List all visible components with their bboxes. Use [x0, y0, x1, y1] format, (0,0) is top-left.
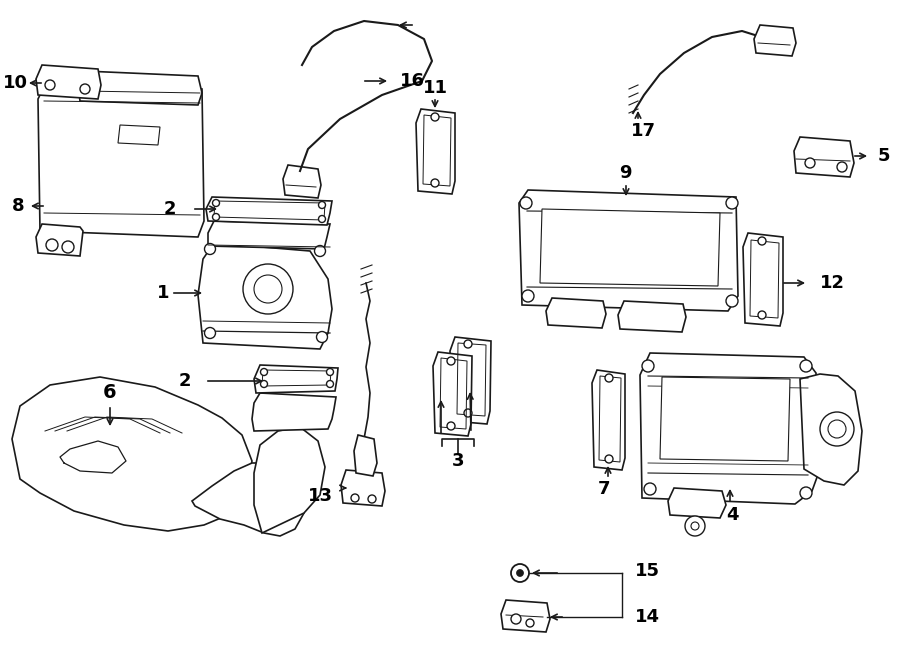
Circle shape	[80, 84, 90, 94]
Polygon shape	[754, 25, 796, 56]
Circle shape	[243, 264, 293, 314]
Polygon shape	[800, 374, 862, 485]
Text: 16: 16	[400, 72, 425, 90]
Polygon shape	[283, 165, 321, 198]
Circle shape	[351, 494, 359, 502]
Text: 3: 3	[452, 452, 464, 470]
Circle shape	[464, 340, 472, 348]
Circle shape	[260, 381, 267, 387]
Text: 1: 1	[157, 284, 169, 302]
Text: 10: 10	[3, 74, 28, 92]
Circle shape	[758, 237, 766, 245]
Polygon shape	[794, 137, 854, 177]
Circle shape	[800, 360, 812, 372]
Circle shape	[204, 327, 215, 338]
Circle shape	[319, 215, 326, 223]
Polygon shape	[592, 370, 625, 470]
Circle shape	[644, 483, 656, 495]
Circle shape	[327, 368, 334, 375]
Circle shape	[517, 570, 524, 576]
Circle shape	[511, 614, 521, 624]
Circle shape	[319, 202, 326, 208]
Circle shape	[691, 522, 699, 530]
Polygon shape	[192, 463, 304, 536]
Polygon shape	[38, 83, 204, 237]
Polygon shape	[118, 125, 160, 145]
Polygon shape	[341, 470, 385, 506]
Polygon shape	[254, 427, 325, 533]
Polygon shape	[12, 377, 252, 531]
Polygon shape	[546, 298, 606, 328]
Polygon shape	[36, 65, 101, 99]
Circle shape	[800, 487, 812, 499]
Polygon shape	[743, 233, 783, 326]
Polygon shape	[354, 435, 377, 476]
Text: 13: 13	[308, 487, 332, 505]
Circle shape	[605, 455, 613, 463]
Circle shape	[254, 275, 282, 303]
Circle shape	[820, 412, 854, 446]
Polygon shape	[618, 301, 686, 332]
Circle shape	[642, 360, 654, 372]
Polygon shape	[660, 377, 790, 461]
Circle shape	[447, 422, 455, 430]
Circle shape	[327, 381, 334, 387]
Text: 12: 12	[820, 274, 845, 292]
Polygon shape	[78, 71, 202, 105]
Text: 6: 6	[104, 383, 117, 403]
Polygon shape	[433, 352, 472, 436]
Polygon shape	[254, 365, 338, 393]
Circle shape	[522, 290, 534, 302]
Circle shape	[317, 332, 328, 342]
Circle shape	[837, 162, 847, 172]
Circle shape	[45, 80, 55, 90]
Text: 15: 15	[635, 562, 660, 580]
Circle shape	[204, 243, 215, 254]
Polygon shape	[206, 197, 332, 225]
Polygon shape	[198, 243, 332, 349]
Circle shape	[805, 158, 815, 168]
Circle shape	[726, 295, 738, 307]
Circle shape	[62, 241, 74, 253]
Circle shape	[46, 239, 58, 251]
Text: 17: 17	[631, 122, 655, 140]
Circle shape	[758, 311, 766, 319]
Text: 8: 8	[12, 197, 24, 215]
Circle shape	[464, 409, 472, 417]
Text: 7: 7	[598, 480, 610, 498]
Polygon shape	[416, 109, 455, 194]
Polygon shape	[519, 190, 738, 311]
Circle shape	[368, 495, 376, 503]
Polygon shape	[640, 353, 820, 504]
Polygon shape	[252, 393, 336, 431]
Polygon shape	[450, 337, 491, 424]
Text: 9: 9	[619, 164, 631, 182]
Circle shape	[431, 113, 439, 121]
Polygon shape	[501, 600, 550, 632]
Polygon shape	[668, 488, 726, 518]
Circle shape	[431, 179, 439, 187]
Circle shape	[685, 516, 705, 536]
Circle shape	[260, 368, 267, 375]
Text: 5: 5	[878, 147, 890, 165]
Text: 11: 11	[422, 79, 447, 97]
Circle shape	[511, 564, 529, 582]
Circle shape	[212, 200, 220, 206]
Circle shape	[605, 374, 613, 382]
Circle shape	[212, 214, 220, 221]
Text: 4: 4	[725, 506, 738, 524]
Circle shape	[447, 357, 455, 365]
Polygon shape	[36, 224, 83, 256]
Circle shape	[526, 619, 534, 627]
Circle shape	[314, 245, 326, 256]
Text: 14: 14	[635, 608, 660, 626]
Polygon shape	[540, 209, 720, 286]
Text: 2: 2	[164, 200, 176, 218]
Circle shape	[828, 420, 846, 438]
Polygon shape	[208, 221, 330, 249]
Circle shape	[520, 197, 532, 209]
Circle shape	[726, 197, 738, 209]
Text: 2: 2	[179, 372, 191, 390]
